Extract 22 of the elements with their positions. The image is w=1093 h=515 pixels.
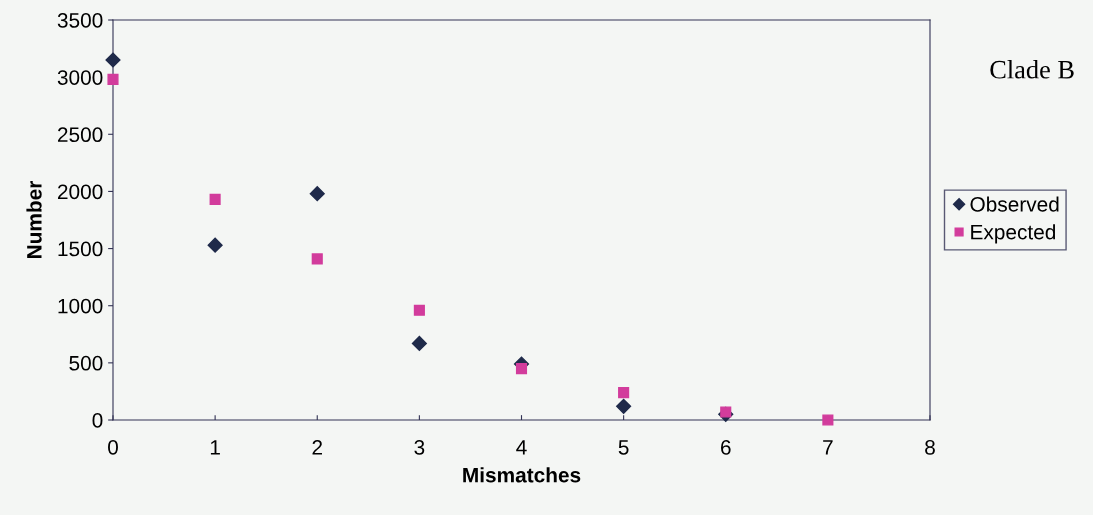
legend-label: Observed bbox=[970, 196, 1059, 212]
x-tick-label: 4 bbox=[516, 440, 527, 455]
y-tick-label: 2000 bbox=[57, 184, 103, 200]
y-tick-label: 2500 bbox=[57, 127, 103, 143]
x-tick-label: 1 bbox=[210, 440, 220, 455]
x-tick-label: 8 bbox=[925, 439, 935, 455]
x-tick-label: 2 bbox=[312, 439, 322, 455]
x-tick-label: 6 bbox=[721, 439, 731, 455]
y-tick-label: 0 bbox=[92, 413, 103, 428]
y-tick-label: 3500 bbox=[57, 13, 103, 28]
y-tick-label: 1500 bbox=[58, 241, 103, 257]
x-tick-label: 5 bbox=[618, 440, 629, 455]
legend-label: Expected bbox=[971, 224, 1056, 244]
x-tick-label: 0 bbox=[108, 439, 118, 455]
x-axis-title: Mismatches bbox=[463, 467, 581, 483]
text: Clade B bbox=[990, 60, 1074, 79]
y-tick-label: 1000 bbox=[58, 298, 103, 314]
y-axis-title: Number bbox=[26, 180, 42, 258]
x-tick-label: 7 bbox=[823, 440, 833, 455]
y-tick-label: 3000 bbox=[57, 70, 103, 85]
x-tick-label: 3 bbox=[414, 439, 425, 455]
y-tick-label: 500 bbox=[69, 355, 103, 371]
